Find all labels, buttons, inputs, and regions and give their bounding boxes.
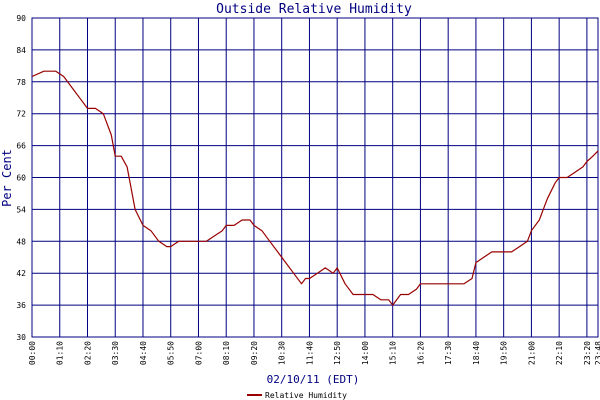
x-tick-label: 01:10 [56,341,65,365]
x-tick-label: 10:30 [278,341,287,365]
x-tick-label: 03:30 [111,341,120,365]
y-tick-label: 72 [16,110,26,119]
series-line-relative-humidity [31,70,599,306]
legend: Relative Humidity [247,391,347,400]
x-tick-label: 07:00 [194,341,203,365]
x-tick-label: 00:00 [28,341,37,365]
y-tick-label: 36 [16,301,26,310]
y-axis-label: Per Cent [0,149,14,207]
x-tick-label: 04:40 [139,341,148,365]
x-tick-label: 23:48 [594,341,600,365]
x-tick-label: 17:30 [444,341,453,365]
y-tick-label: 42 [16,269,26,278]
y-tick-label: 78 [16,78,26,87]
legend-label: Relative Humidity [265,391,347,400]
x-tick-label: 15:10 [389,341,398,365]
plot-area: 30 36 42 48 54 60 66 72 78 84 90 00:00 01:10 02:20 03:… [16,14,600,365]
x-tick-label: 14:00 [361,341,370,365]
x-tick-label: 19:50 [500,341,509,365]
y-tick-label: 60 [16,174,26,183]
x-tick-label: 22:10 [555,341,564,365]
x-tick-label: 12:50 [333,341,342,365]
x-tick-label: 09:20 [250,341,259,365]
x-tick-label: 18:40 [472,341,481,365]
y-tick-label: 84 [16,46,26,55]
y-tick-label: 30 [16,333,26,342]
x-tick-label: 05:50 [167,341,176,365]
x-tick-label: 23:20 [583,341,592,365]
y-tick-label: 66 [16,142,26,151]
x-axis-label: 02/10/11 (EDT) [267,373,360,386]
x-tick-label: 11:40 [305,341,314,365]
x-tick-label: 21:00 [527,341,536,365]
x-tick-label: 16:20 [416,341,425,365]
chart-title: Outside Relative Humidity [216,2,412,17]
y-tick-label: 54 [16,205,26,214]
x-tick-label: 08:10 [222,341,231,365]
y-tick-label: 48 [16,237,26,246]
x-tick-label: 02:20 [83,341,92,365]
y-tick-label: 90 [16,14,26,23]
